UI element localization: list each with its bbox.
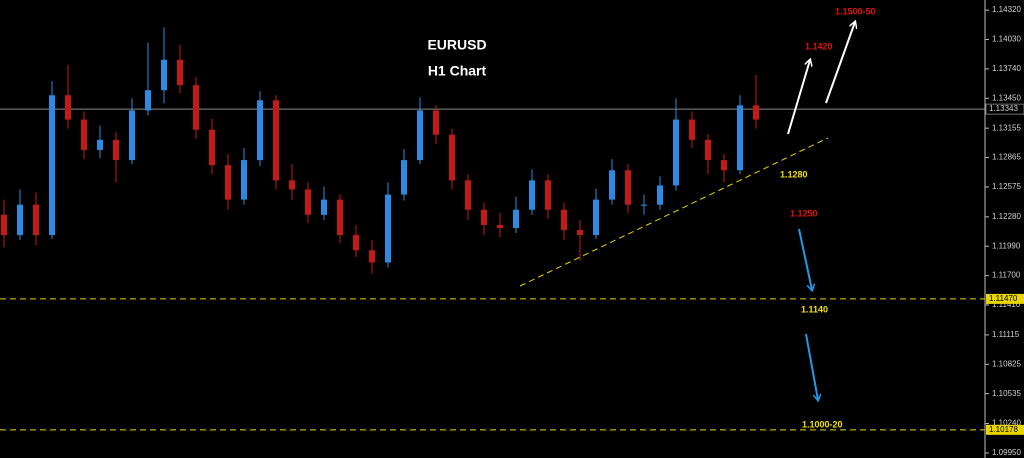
- y-tick-label: 1.09950: [992, 448, 1021, 457]
- chart-subtitle: H1 Chart: [428, 63, 487, 79]
- y-tick-label: 1.14320: [992, 5, 1021, 14]
- candle-body: [177, 59, 183, 86]
- arrow: [805, 333, 818, 400]
- y-tick-label: 1.13155: [992, 123, 1021, 132]
- y-tick-label: 1.10825: [992, 359, 1021, 368]
- candle-body: [385, 194, 391, 263]
- candle-body: [129, 110, 135, 161]
- candle-body: [673, 119, 679, 186]
- arrow: [787, 60, 810, 135]
- level-label: 1.10178: [989, 425, 1018, 434]
- candle-body: [321, 199, 327, 215]
- candle-body: [193, 85, 199, 130]
- candle-body: [417, 110, 423, 161]
- y-tick-label: 1.13740: [992, 64, 1021, 73]
- candle-body: [529, 180, 535, 210]
- candle-body: [257, 100, 263, 161]
- candle-body: [545, 180, 551, 210]
- candle-body: [449, 134, 455, 181]
- candle-body: [561, 209, 567, 231]
- candle-body: [609, 170, 615, 200]
- candle-body: [49, 95, 55, 236]
- candle-body: [161, 59, 167, 91]
- candle-body: [497, 224, 503, 228]
- y-tick-label: 1.11700: [992, 271, 1021, 280]
- candle-body: [97, 139, 103, 150]
- candle-body: [337, 199, 343, 236]
- candle-body: [273, 100, 279, 181]
- candle-body: [577, 230, 583, 236]
- y-tick-label: 1.12280: [992, 212, 1021, 221]
- current-price-box: [985, 103, 1024, 115]
- y-tick-label: 1.12865: [992, 153, 1021, 162]
- candle-body: [225, 165, 231, 200]
- arrow: [798, 228, 812, 290]
- candle-body: [353, 235, 359, 251]
- candle-body: [17, 204, 23, 236]
- y-tick-label: 1.12575: [992, 182, 1021, 191]
- y-tick-label: 1.13450: [992, 93, 1021, 102]
- annotation: 1.1140: [801, 304, 828, 314]
- candle-body: [289, 180, 295, 190]
- level-box: [986, 293, 1024, 304]
- level-box: [986, 424, 1024, 435]
- candle-body: [241, 160, 247, 200]
- candle-body: [513, 209, 519, 228]
- candle-body: [481, 209, 487, 225]
- candle-body: [689, 119, 695, 140]
- y-tick-label: 1.11990: [992, 241, 1021, 250]
- candle-body: [705, 139, 711, 161]
- annotation: 1.1250: [790, 208, 818, 218]
- candle-body: [641, 204, 647, 206]
- level-label: 1.11470: [989, 294, 1018, 303]
- y-tick-label: 1.11115: [992, 330, 1020, 339]
- candle-body: [369, 250, 375, 263]
- candle-body: [753, 105, 759, 120]
- annotation: 1.1500-50: [835, 6, 876, 16]
- candle-body: [737, 105, 743, 171]
- candle-body: [33, 204, 39, 236]
- candle-body: [113, 139, 119, 161]
- candle-body: [401, 160, 407, 195]
- y-tick-label: 1.14030: [992, 35, 1021, 44]
- chart-title: EURUSD: [427, 37, 486, 53]
- candle-body: [657, 185, 663, 205]
- y-tick-label: 1.11410: [992, 300, 1021, 309]
- candle-body: [81, 119, 87, 150]
- annotation: 1.1000-20: [802, 419, 843, 429]
- annotation: 1.1420: [805, 41, 833, 51]
- candle-body: [433, 110, 439, 135]
- candle-body: [145, 90, 151, 111]
- candle-body: [1, 214, 7, 236]
- candle-body: [593, 199, 599, 236]
- candle-body: [305, 189, 311, 215]
- candle-body: [209, 129, 215, 166]
- y-tick-label: 1.10240: [992, 419, 1021, 428]
- trend-line: [519, 137, 829, 287]
- candle-body: [625, 170, 631, 205]
- candle-body: [721, 160, 727, 171]
- candle-body: [465, 180, 471, 210]
- arrow: [825, 22, 855, 104]
- plot-area: [0, 27, 985, 431]
- annotation: 1.1280: [780, 169, 808, 179]
- y-tick-label: 1.10535: [992, 389, 1021, 398]
- candle-body: [65, 95, 71, 120]
- current-price-label: 1.13343: [989, 104, 1018, 113]
